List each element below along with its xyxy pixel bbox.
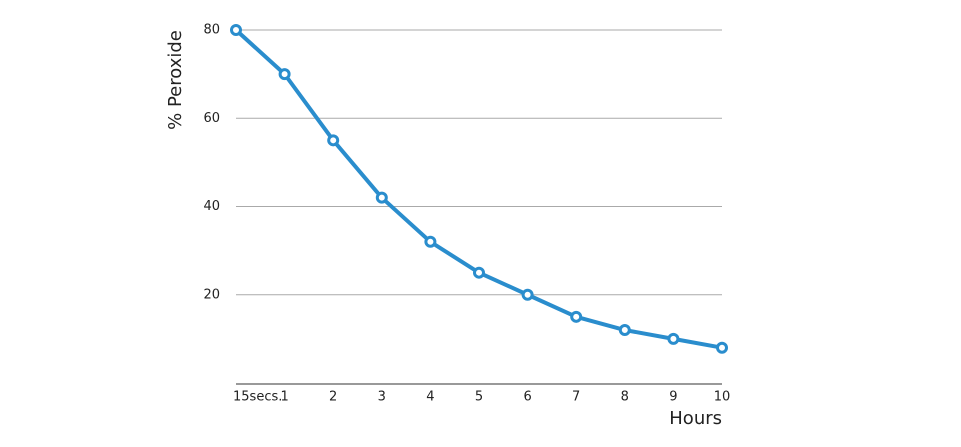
x-tick-label: 10 [714,390,731,405]
y-axis-label: % Peroxide [165,30,186,130]
y-tick-label: 60 [203,111,220,126]
data-line [234,28,723,350]
data-point [618,324,631,337]
y-tick-label: 20 [203,287,220,302]
x-tick-label: 2 [329,390,337,405]
x-tick-label: 9 [669,390,677,405]
x-axis-label: Hours [669,408,722,429]
data-point [424,235,437,248]
data-point [473,266,485,279]
data-point [375,191,388,204]
data-point [667,332,680,345]
x-tick-label: 8 [621,390,629,405]
x-tick-label: 1 [280,390,288,405]
x-tick-label: 15secs. [233,390,282,405]
data-point [716,341,728,354]
x-tick-label: 3 [378,390,386,405]
y-tick-label: 80 [203,23,220,38]
x-tick-label: 7 [572,390,580,405]
x-tick-label: 5 [475,390,483,405]
data-point [570,310,583,323]
y-tick-label: 40 [203,199,220,214]
data-point [278,68,291,81]
x-tick-label: 4 [426,390,434,405]
x-tick-label: 6 [523,390,531,405]
data-point [230,24,242,36]
data-point [327,134,340,147]
data-point [521,288,534,301]
